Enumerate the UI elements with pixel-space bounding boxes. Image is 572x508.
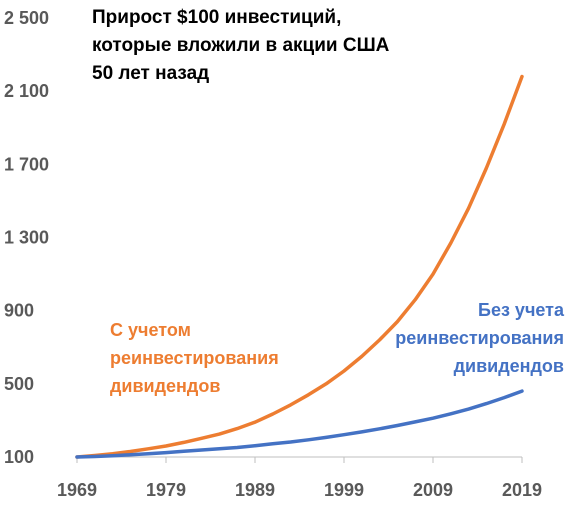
series-label-without-dividends: Без учета реинвестирования дивидендов [395,296,564,380]
series-label-line: дивидендов [110,376,221,396]
x-tick-label: 1989 [235,480,275,500]
series-line-without-dividends [75,389,524,459]
series-label-line: дивидендов [453,356,564,376]
x-tick-label: 2019 [502,480,542,500]
y-tick-label: 1 700 [4,154,49,174]
series-label-line: реинвестирования [395,328,564,348]
chart-title-line: которые вложили в акции США [92,35,390,56]
tick-labels: 1969 1979 1989 1999 2009 2019 100 500 900 1 300 1 … [4,8,542,500]
series-label-with-dividends: С учетом реинвестирования дивидендов [110,316,279,400]
x-tick-label: 2009 [413,480,453,500]
y-tick-label: 2 500 [4,8,49,28]
y-tick-label: 100 [4,447,34,467]
series-label-line: Без учета [478,300,564,320]
series-label-line: С учетом [110,320,191,340]
y-tick-label: 1 300 [4,228,49,248]
series-layer [75,74,524,459]
y-tick-label: 2 100 [4,81,49,101]
chart-title: Прирост $100 инвестиций, которые вложили… [92,4,389,88]
chart-title-line: 50 лет назад [92,63,210,84]
x-tick-label: 1979 [146,480,186,500]
chart-axes [76,456,523,463]
x-tick-label: 1999 [324,480,364,500]
x-tick-label: 1969 [57,480,97,500]
y-tick-label: 900 [4,301,34,321]
chart-title-line: Прирост $100 инвестиций, [92,7,342,28]
y-tick-label: 500 [4,374,34,394]
series-label-line: реинвестирования [110,348,279,368]
series-line-with-dividends [75,74,524,459]
